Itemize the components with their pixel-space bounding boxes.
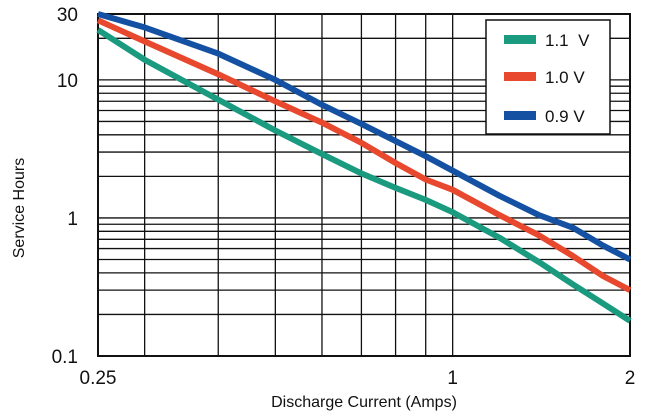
legend-swatch-3 [504, 111, 536, 120]
x-tick-label: 1 [447, 368, 458, 389]
x-tick-label: 2 [625, 368, 636, 389]
y-tick-label: 1 [67, 209, 78, 230]
legend-swatch-1 [504, 35, 536, 44]
series-line-2 [96, 17, 632, 293]
y-tick-label: 30 [57, 5, 78, 26]
tick-labels: 0.1 1 10 30 0.25 1 2 [52, 5, 636, 389]
x-axis-title: Discharge Current (Amps) [271, 394, 457, 411]
series-line-3 [97, 11, 632, 263]
legend-label-3: 0.9 V [545, 107, 585, 126]
y-axis-title: Service Hours [11, 158, 28, 258]
y-tick-label: 0.1 [52, 347, 78, 368]
legend-label-2: 1.0 V [545, 68, 585, 87]
series-line-1 [96, 27, 632, 324]
y-tick-label: 10 [57, 71, 78, 92]
x-tick-label: 0.25 [80, 368, 117, 389]
legend-swatch-2 [504, 72, 536, 81]
legend-label-1: 1.1 V [545, 31, 590, 50]
plot-frame [97, 13, 631, 357]
legend: 1.1 V 1.0 V 0.9 V [485, 19, 611, 135]
series-lines [96, 11, 632, 324]
